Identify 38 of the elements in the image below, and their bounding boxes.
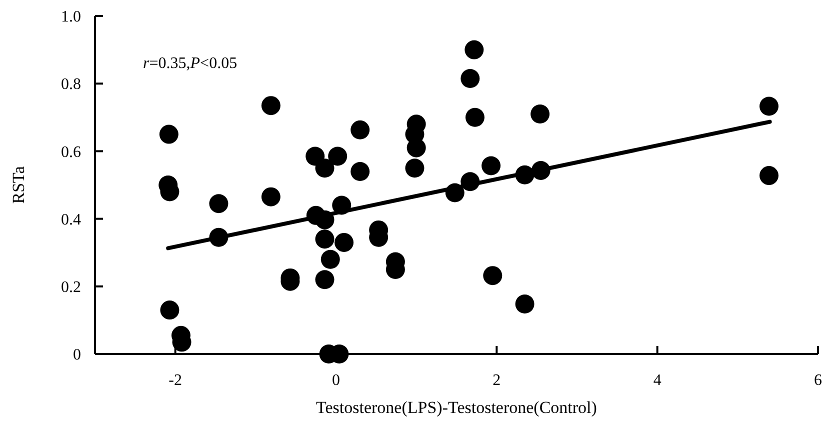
point [406, 138, 426, 158]
point [209, 194, 228, 214]
point [759, 166, 778, 186]
y-tick-label: 0.2 [61, 279, 81, 296]
x-axis-title: Testosterone(LPS)-Testosterone(Control) [316, 398, 597, 417]
x-tick-label: 0 [332, 372, 340, 389]
x-tick-label: 6 [814, 372, 822, 389]
point [465, 108, 484, 127]
y-tick-label: 0 [73, 346, 81, 364]
point [160, 300, 180, 320]
point [328, 146, 348, 166]
point [320, 250, 340, 269]
point [261, 187, 280, 206]
point [405, 158, 424, 178]
annotation: r=0.35,P<0.05 [143, 55, 238, 72]
y-tick-label: 0.8 [61, 76, 81, 94]
point [315, 158, 334, 178]
point [315, 270, 334, 290]
point [261, 96, 280, 116]
point [334, 232, 354, 252]
point [515, 294, 534, 314]
y-tick-label: 1.0 [61, 8, 81, 26]
point [315, 230, 334, 249]
y-tick-label: 0.6 [61, 144, 81, 161]
y-axis-title: RSTa [9, 166, 28, 204]
point [759, 96, 778, 116]
point [464, 40, 484, 60]
y-tick-label: 0.4 [61, 211, 81, 228]
x-tick-label: 2 [492, 372, 501, 389]
x-tick-label: 4 [653, 372, 662, 389]
point [350, 162, 370, 181]
point [482, 156, 501, 176]
x-tick-label: -2 [168, 372, 182, 389]
point [159, 124, 178, 144]
point [483, 266, 502, 286]
point [530, 104, 550, 124]
point [350, 120, 370, 140]
point [460, 69, 480, 88]
